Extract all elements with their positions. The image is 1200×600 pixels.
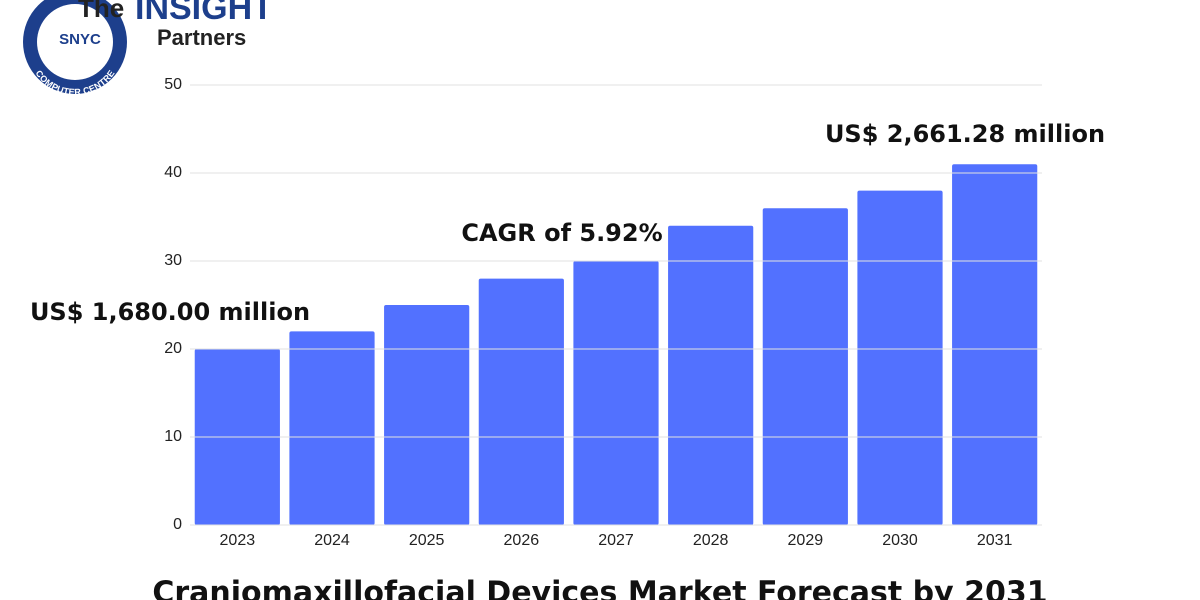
- annotation: US$ 2,661.28 million: [825, 120, 1105, 148]
- y-tick-label: 20: [164, 340, 182, 357]
- bar: [289, 331, 375, 525]
- bar: [573, 261, 659, 525]
- x-tick-label: 2031: [977, 532, 1013, 549]
- brand-main: INSIGHT: [135, 0, 273, 27]
- y-tick-label: 30: [164, 252, 182, 269]
- y-tick-label: 50: [164, 76, 182, 93]
- bar: [384, 305, 470, 525]
- y-tick-label: 10: [164, 428, 182, 445]
- y-tick-label: 0: [173, 516, 182, 533]
- x-tick-label: 2024: [314, 532, 350, 549]
- bar: [857, 190, 943, 525]
- annotation: CAGR of 5.92%: [461, 219, 662, 247]
- chart-title: Craniomaxillofacial Devices Market Forec…: [152, 576, 1047, 600]
- x-tick-label: 2026: [504, 532, 540, 549]
- x-tick-label: 2030: [882, 532, 918, 549]
- x-tick-label: 2029: [788, 532, 824, 549]
- bar: [762, 208, 848, 525]
- x-tick-label: 2028: [693, 532, 729, 549]
- logo: COMPUTER CENTRE SNYC The INSIGHT Partner…: [23, 0, 273, 97]
- x-tick-label: 2025: [409, 532, 445, 549]
- bar: [478, 278, 564, 525]
- x-tick-label: 2027: [598, 532, 634, 549]
- bar: [952, 164, 1038, 525]
- y-tick-label: 40: [164, 164, 182, 181]
- brand-sub: Partners: [157, 25, 246, 50]
- brand-top: The: [78, 0, 124, 23]
- seal-center: SNYC: [59, 31, 101, 48]
- seal-inner: [37, 4, 113, 80]
- bar: [668, 225, 754, 526]
- annotation: US$ 1,680.00 million: [30, 298, 310, 326]
- x-tick-label: 2023: [220, 532, 256, 549]
